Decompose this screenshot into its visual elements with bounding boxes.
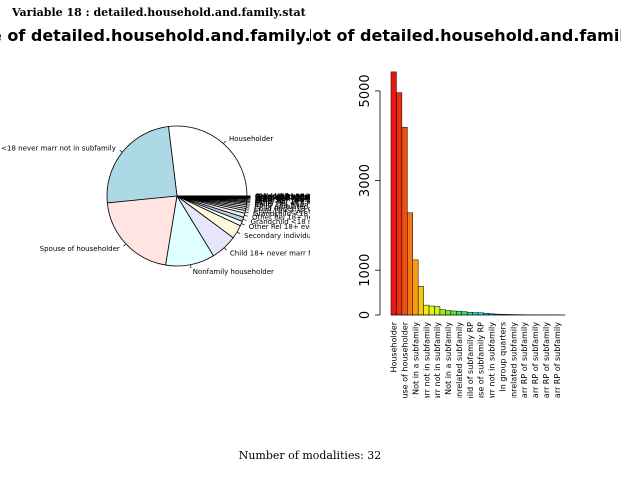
slice-label: Other Rel 18+ ever marr not in subfamily (249, 223, 394, 231)
bar-panel: Barplot of detailed.household.and.family… (265, 26, 621, 492)
slice-label: Child <18 never marr not in subfamily (0, 144, 116, 152)
slice-label: Child 18+ never marr RP of subfamily (255, 194, 388, 202)
bar (396, 92, 403, 316)
y-tick-label: 5000 (358, 74, 373, 107)
bar (472, 312, 479, 316)
label-leader (223, 140, 226, 144)
slice-label: Grandchild <18 never marr child of subfa… (251, 218, 423, 226)
slice-label: Grandchild 18+ never marr RP of subfamil… (255, 193, 408, 201)
pie-slice (106, 126, 178, 204)
x-tick-label: Other Rel <18 never marr not in subfamil… (488, 322, 497, 492)
slice-label: Other Rel <18 spouse of subfamily RP (255, 193, 389, 201)
bar-labels: Householder Spouse of householder Child 18… (390, 321, 562, 492)
slice-label: Nonfamily householder (193, 268, 274, 276)
slice-label: RP of unrelated subfamily (254, 203, 344, 211)
bar (445, 310, 452, 316)
label-leader (223, 247, 227, 251)
slice-label: Other Rel 18+ ever marr RP of subfamily (255, 198, 398, 206)
header: Variable 18 : detailed.household.and.fam… (11, 6, 307, 19)
slice-label: Other Rel <18 never marr child of subfam… (255, 200, 422, 208)
bar (466, 312, 473, 316)
bar (439, 309, 446, 316)
bar (407, 212, 413, 316)
label-leader (244, 214, 248, 217)
x-tick-label: Spouse of RP of unrelated subfamily (509, 322, 518, 467)
pie-panel: Pie of detailed.household.and.family.sta… (0, 26, 423, 276)
label-leader (241, 223, 245, 226)
label-leader (119, 149, 123, 153)
slice-label: Other Rel <18 never marr not in subfamil… (255, 195, 405, 203)
slice-label: Spouse of RP of unrelated subfamily (255, 193, 382, 201)
x-tick-label: Child 18+ never marr Not in a subfamily (411, 322, 420, 484)
x-tick-label: RP of unrelated subfamily (455, 322, 464, 425)
slice-label: Householder (229, 135, 273, 143)
label-leader (245, 209, 250, 211)
bar (477, 312, 484, 316)
bar (412, 259, 419, 316)
y-tick-label: 1000 (358, 254, 373, 287)
x-tick-label: Householder (390, 321, 399, 372)
slice-label: In group quarters (255, 194, 316, 202)
x-tick-label: In group quarters (498, 322, 507, 392)
slice-label: Child 18+ never marr Not in a subfamily (230, 249, 372, 257)
footer: Number of modalities: 32 (239, 449, 382, 462)
slice-label: Child <18 never marr RP of subfamily (255, 194, 388, 202)
x-tick-label: Other Rel 18+ ever marr not in subfamily (422, 322, 431, 488)
label-leader (236, 231, 241, 235)
x-tick-label: Spouse of householder (401, 321, 410, 413)
label-leader (123, 243, 127, 247)
slice-label: Child <18 ever marr RP of subfamily (255, 193, 383, 201)
slice-label: Grandchild 18+ spouse of subfamily RP (255, 193, 394, 201)
bar (423, 304, 430, 316)
x-tick-label: Grandchild 18+ never marr RP of subfamil… (520, 322, 529, 492)
y-tick-label: 3000 (358, 164, 373, 197)
bar (390, 71, 397, 316)
bar-title: Barplot of detailed.household.and.family… (265, 26, 621, 45)
slice-label: Grandchild 18+ never marr not in subfami… (255, 193, 410, 201)
x-tick-label: Child 18+ ever marr Not in a subfamily (444, 322, 453, 479)
x-tick-label: Other Rel 18+ spouse of subfamily RP (477, 322, 486, 475)
slice-label: Grandchild 18+ ever marr not in subfamil… (255, 193, 406, 201)
pie-title: Pie of detailed.household.and.family.sta… (0, 26, 347, 45)
x-tick-label: Other Rel <18 ever marr RP of subfamily (553, 322, 562, 486)
slice-label: Spouse of householder (40, 245, 120, 253)
x-tick-label: Other Rel <18 never marr child of subfam… (466, 322, 475, 492)
slice-label: Child 18+ ever marr Not in a subfamily (254, 207, 391, 215)
pie-slice (168, 125, 248, 197)
slice-label: Other Rel 18+ spouse of subfamily RP (255, 197, 389, 205)
slice-label: Secondary individual (244, 232, 317, 240)
x-tick-label: Grandchild 18+ ever marr RP of subfamily (542, 322, 551, 492)
slice-label: Grandchild <18 ever marr not in subfamil… (255, 193, 406, 201)
slice-label: Child 18+ spouse of subfamily RP (255, 196, 373, 204)
x-tick-label: Other Rel 18+ never marr not in subfamil… (433, 322, 442, 492)
bar (450, 310, 457, 316)
slice-label: Child under 18 of RP of unrel subfamily (254, 205, 391, 213)
bar (417, 286, 424, 316)
slice-label: Other Rel 18+ never marr not in subfamil… (252, 214, 402, 222)
bar (456, 310, 462, 316)
bar (428, 305, 435, 316)
bar (401, 126, 408, 316)
label-leader (245, 211, 249, 214)
x-tick-label: Child <18 ever marr RP of subfamily (531, 322, 540, 469)
slice-label: Grandchild <18 never marr not in subfami… (253, 210, 408, 218)
label-leader (190, 264, 192, 269)
pie-slice (106, 195, 178, 266)
y-tick-label: 0 (358, 311, 373, 319)
slice-label: Child 18+ ever marr RP of subfamily (255, 201, 383, 209)
label-leader (242, 218, 247, 221)
slice-label: Child <18 spouse of subfamily RP (255, 193, 373, 201)
bar (434, 306, 441, 316)
slice-label: Child <18 ever marr not in subfamily (255, 193, 385, 201)
bar (461, 311, 468, 316)
label-leader (245, 207, 250, 209)
